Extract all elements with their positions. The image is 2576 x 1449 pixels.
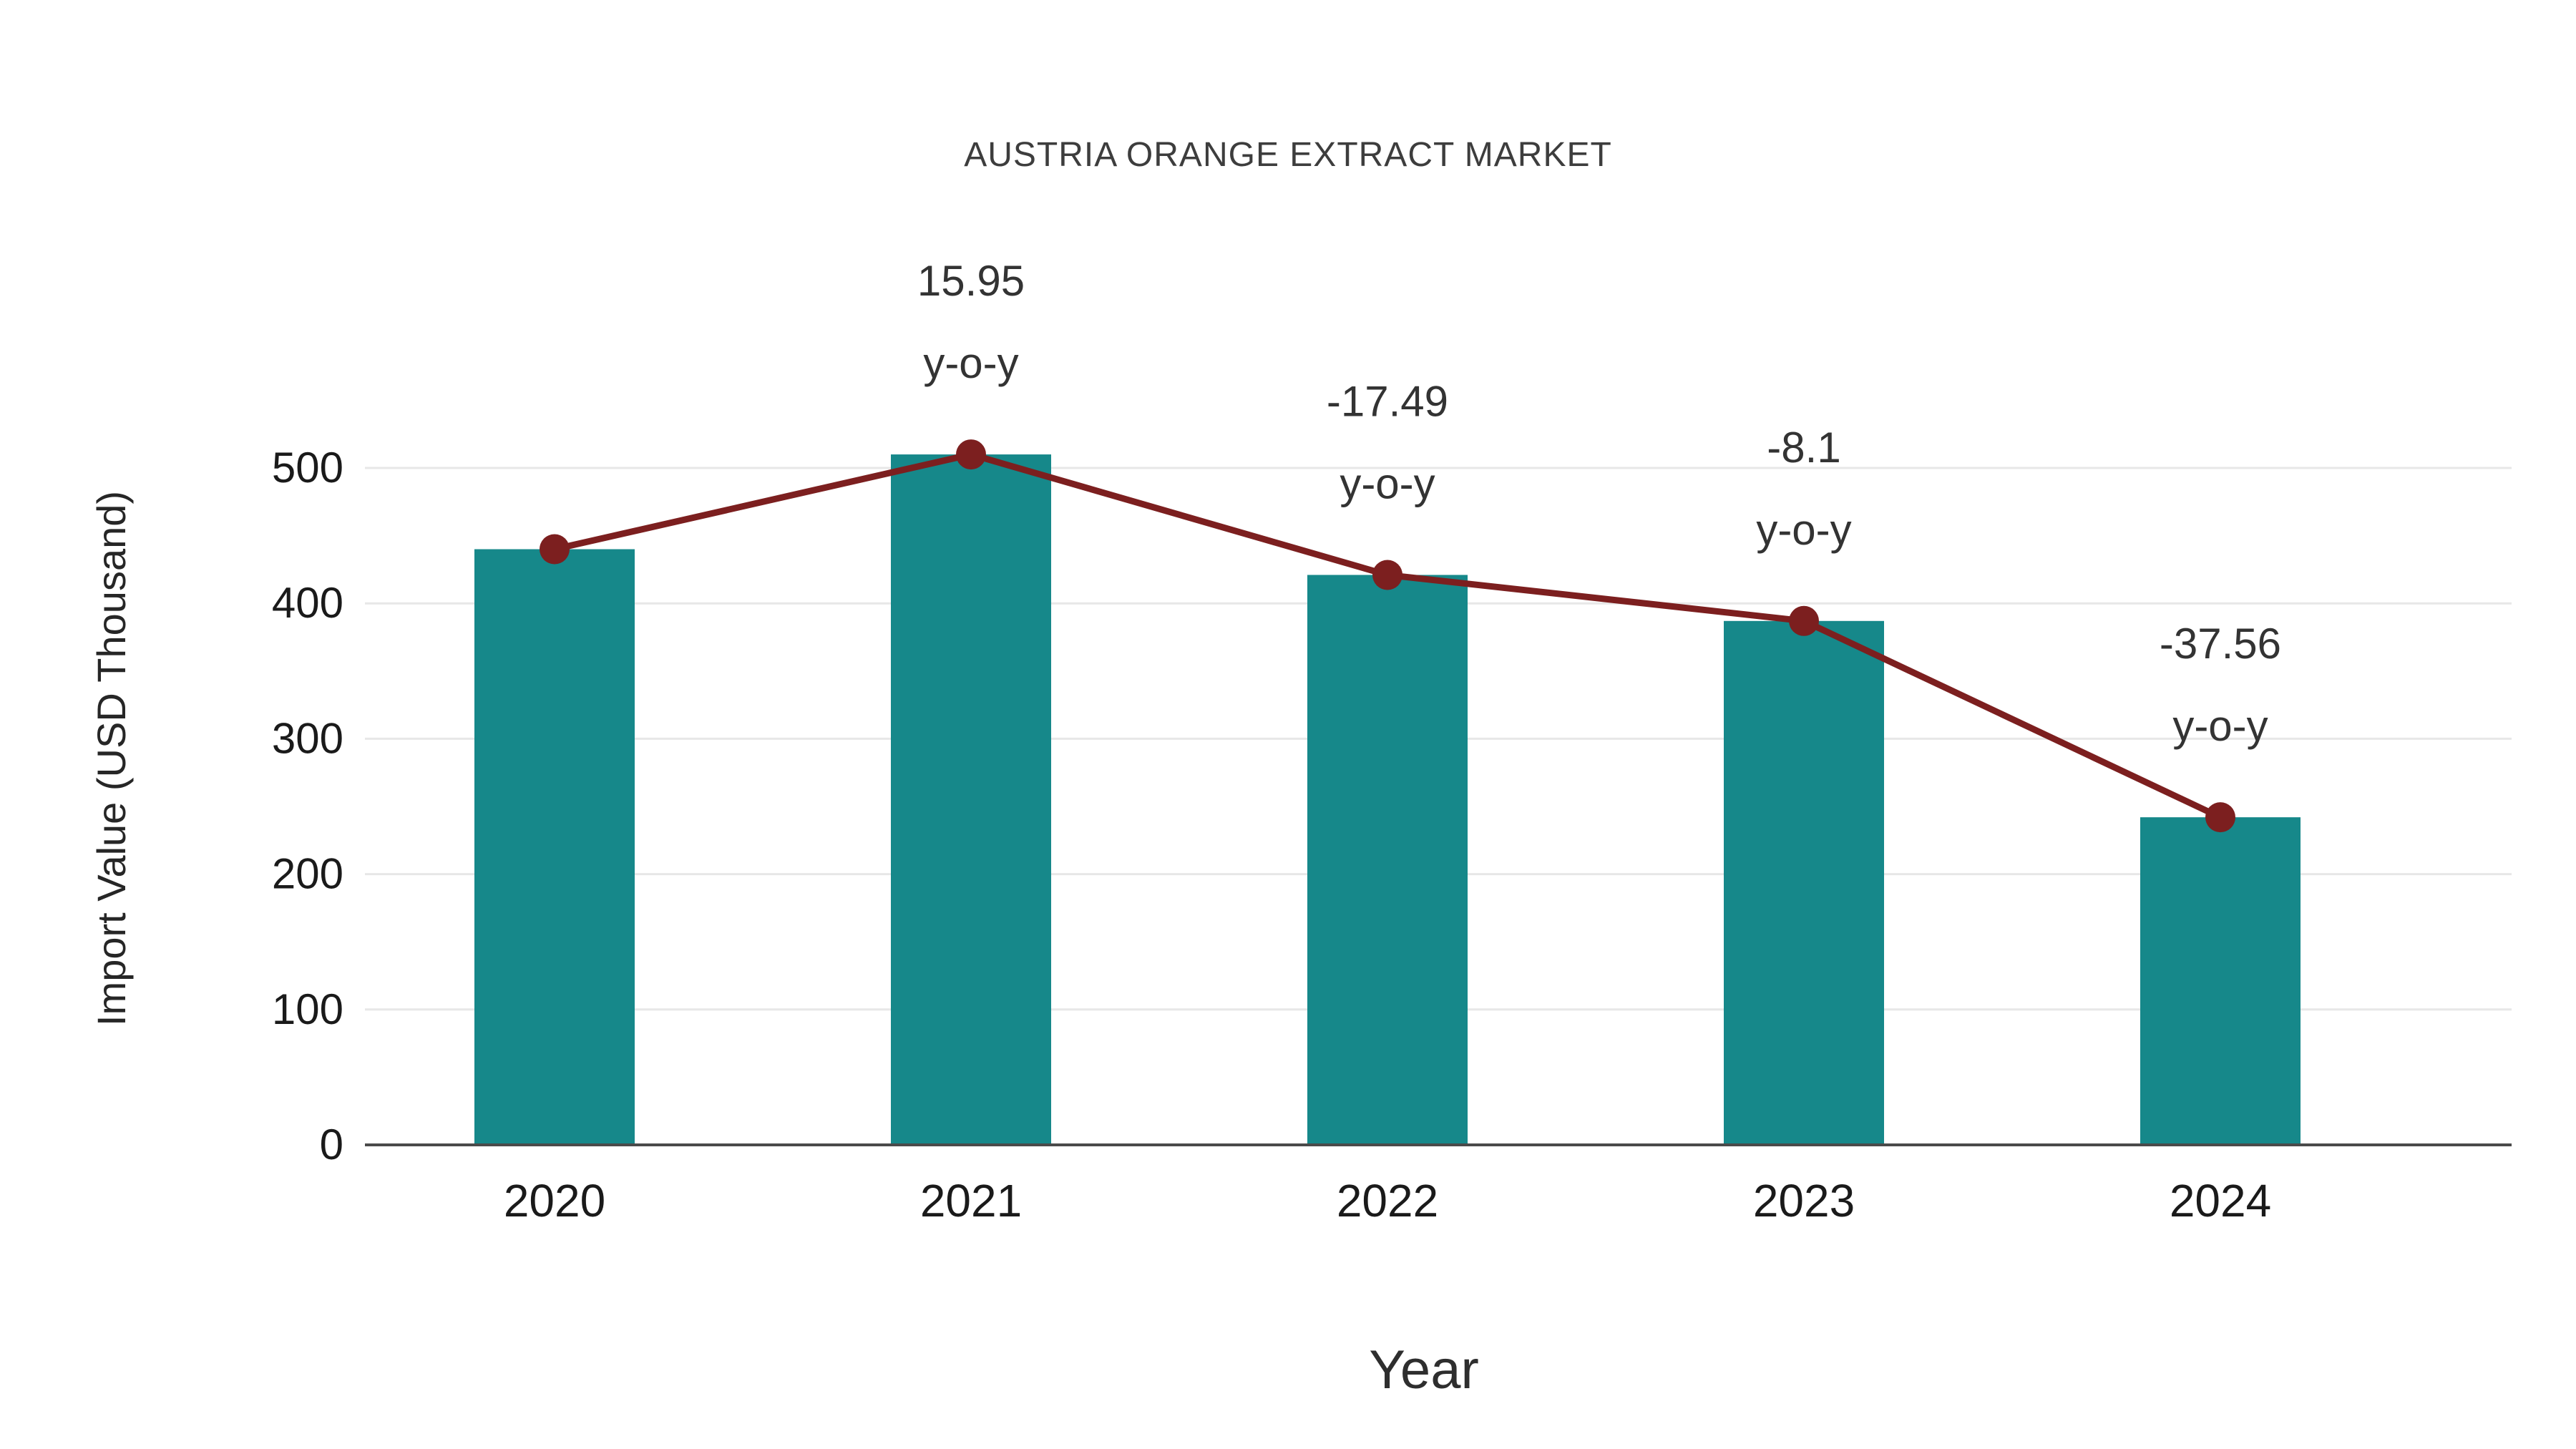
ytick-label-500: 500 bbox=[272, 444, 343, 492]
marker-2022 bbox=[1372, 560, 1402, 590]
xtick-label-2022: 2022 bbox=[1337, 1175, 1438, 1226]
bar-2021 bbox=[891, 454, 1051, 1145]
annotation-suffix-2021: y-o-y bbox=[923, 339, 1018, 387]
bar-2023 bbox=[1724, 620, 1884, 1145]
ytick-label-100: 100 bbox=[272, 985, 343, 1033]
xtick-label-2021: 2021 bbox=[920, 1175, 1022, 1226]
ytick-label-0: 0 bbox=[320, 1121, 343, 1169]
xtick-label-2023: 2023 bbox=[1753, 1175, 1855, 1226]
annotation-value-2023: -8.1 bbox=[1767, 424, 1840, 472]
marker-2021 bbox=[956, 439, 986, 470]
annotation-value-2024: -37.56 bbox=[2160, 620, 2281, 668]
chart-title: AUSTRIA ORANGE EXTRACT MARKET bbox=[964, 136, 1612, 174]
xtick-label-2020: 2020 bbox=[504, 1175, 605, 1226]
y-axis-title: Import Value (USD Thousand) bbox=[89, 491, 134, 1026]
bar-2024 bbox=[2140, 817, 2301, 1145]
ytick-label-200: 200 bbox=[272, 850, 343, 898]
bar-2020 bbox=[474, 549, 635, 1145]
annotation-value-2022: -17.49 bbox=[1327, 377, 1448, 425]
marker-2023 bbox=[1789, 605, 1819, 636]
ytick-label-300: 300 bbox=[272, 714, 343, 762]
annotation-suffix-2023: y-o-y bbox=[1756, 506, 1851, 554]
marker-2020 bbox=[540, 534, 570, 565]
plot-area: 0 100 200 300 400 500 2020 2021 2022 2023 2024 15.9… bbox=[272, 257, 2512, 1226]
annotation-suffix-2024: y-o-y bbox=[2172, 702, 2268, 750]
annotation-value-2021: 15.95 bbox=[917, 257, 1025, 305]
annotation-suffix-2022: y-o-y bbox=[1340, 459, 1435, 507]
xtick-label-2024: 2024 bbox=[2170, 1175, 2271, 1226]
marker-2024 bbox=[2205, 802, 2235, 833]
ytick-label-400: 400 bbox=[272, 579, 343, 627]
bar-2022 bbox=[1307, 575, 1468, 1145]
x-axis-title: Year bbox=[1369, 1340, 1479, 1400]
